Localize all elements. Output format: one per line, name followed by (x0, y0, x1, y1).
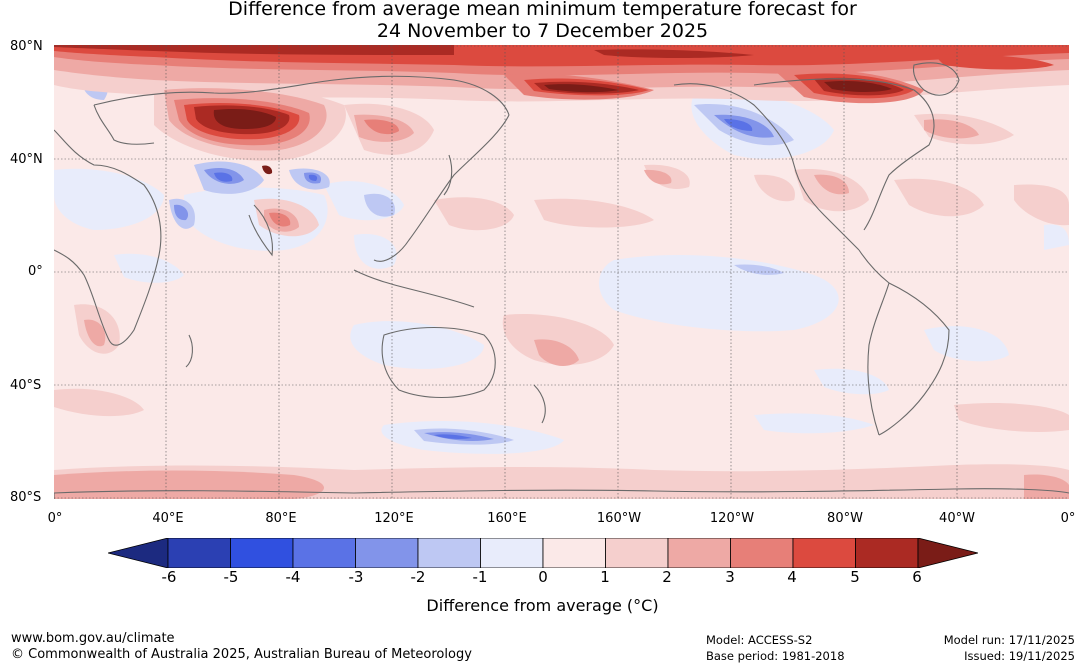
colorbar-tick: 1 (600, 568, 610, 586)
lon-label-0-right: 0° (1060, 511, 1076, 526)
map-title-line2: 24 November to 7 December 2025 (376, 20, 709, 42)
colorbar-tick: 3 (725, 568, 735, 586)
colorbar-tick: -5 (223, 568, 239, 586)
lon-label-120w: 120°W (709, 511, 755, 526)
colorbar-segment (167, 538, 231, 568)
lat-label-40n: 40°N (10, 152, 43, 167)
colorbar-tick: 6 (912, 568, 922, 586)
colorbar-segment (667, 538, 731, 568)
colorbar (108, 538, 978, 568)
colorbar-tick: -3 (348, 568, 364, 586)
colorbar-extend-high (917, 538, 978, 568)
colorbar-tick: 5 (850, 568, 860, 586)
footer-model: Model: ACCESS-S2 (706, 633, 813, 647)
colorbar-tick: 4 (787, 568, 797, 586)
colorbar-segment (605, 538, 669, 568)
lon-label-120e: 120°E (374, 511, 414, 526)
lat-label-80s: 80°S (10, 490, 42, 505)
colorbar-tick: 2 (662, 568, 672, 586)
colorbar-segment (355, 538, 419, 568)
colorbar-segment (730, 538, 794, 568)
lon-label-40e: 40°E (152, 511, 184, 526)
lon-label-0-left: 0° (47, 511, 63, 526)
colorbar-tick: -1 (472, 568, 488, 586)
colorbar-segment (417, 538, 481, 568)
temperature-anomaly-map (54, 45, 1069, 499)
colorbar-label: Difference from average (°C) (426, 596, 659, 615)
colorbar-tick: -6 (161, 568, 177, 586)
colorbar-tick: -2 (410, 568, 426, 586)
footer-issued: Issued: 19/11/2025 (964, 649, 1075, 663)
colorbar-segment (792, 538, 856, 568)
colorbar-segment (230, 538, 294, 568)
colorbar-segment (480, 538, 544, 568)
colorbar-extend-low (108, 538, 169, 568)
footer-base-period: Base period: 1981-2018 (706, 649, 845, 663)
footer-website: www.bom.gov.au/climate (11, 631, 175, 646)
colorbar-segment (542, 538, 606, 568)
lat-label-equator: 0° (28, 264, 43, 279)
map-title-line1: Difference from average mean minimum tem… (228, 0, 857, 20)
lon-label-40w: 40°W (939, 511, 975, 526)
colorbar-segment (855, 538, 919, 568)
lon-label-160e: 160°E (487, 511, 527, 526)
lon-label-80e: 80°E (265, 511, 297, 526)
footer-copyright: © Commonwealth of Australia 2025, Austra… (11, 647, 472, 662)
lat-label-80n: 80°N (10, 39, 43, 54)
footer-model-run: Model run: 17/11/2025 (943, 633, 1075, 647)
lon-label-80w: 80°W (827, 511, 863, 526)
colorbar-segment (292, 538, 356, 568)
colorbar-tick: 0 (538, 568, 548, 586)
lon-label-160w: 160°W (596, 511, 642, 526)
lat-label-40s: 40°S (10, 378, 42, 393)
colorbar-tick: -4 (285, 568, 301, 586)
